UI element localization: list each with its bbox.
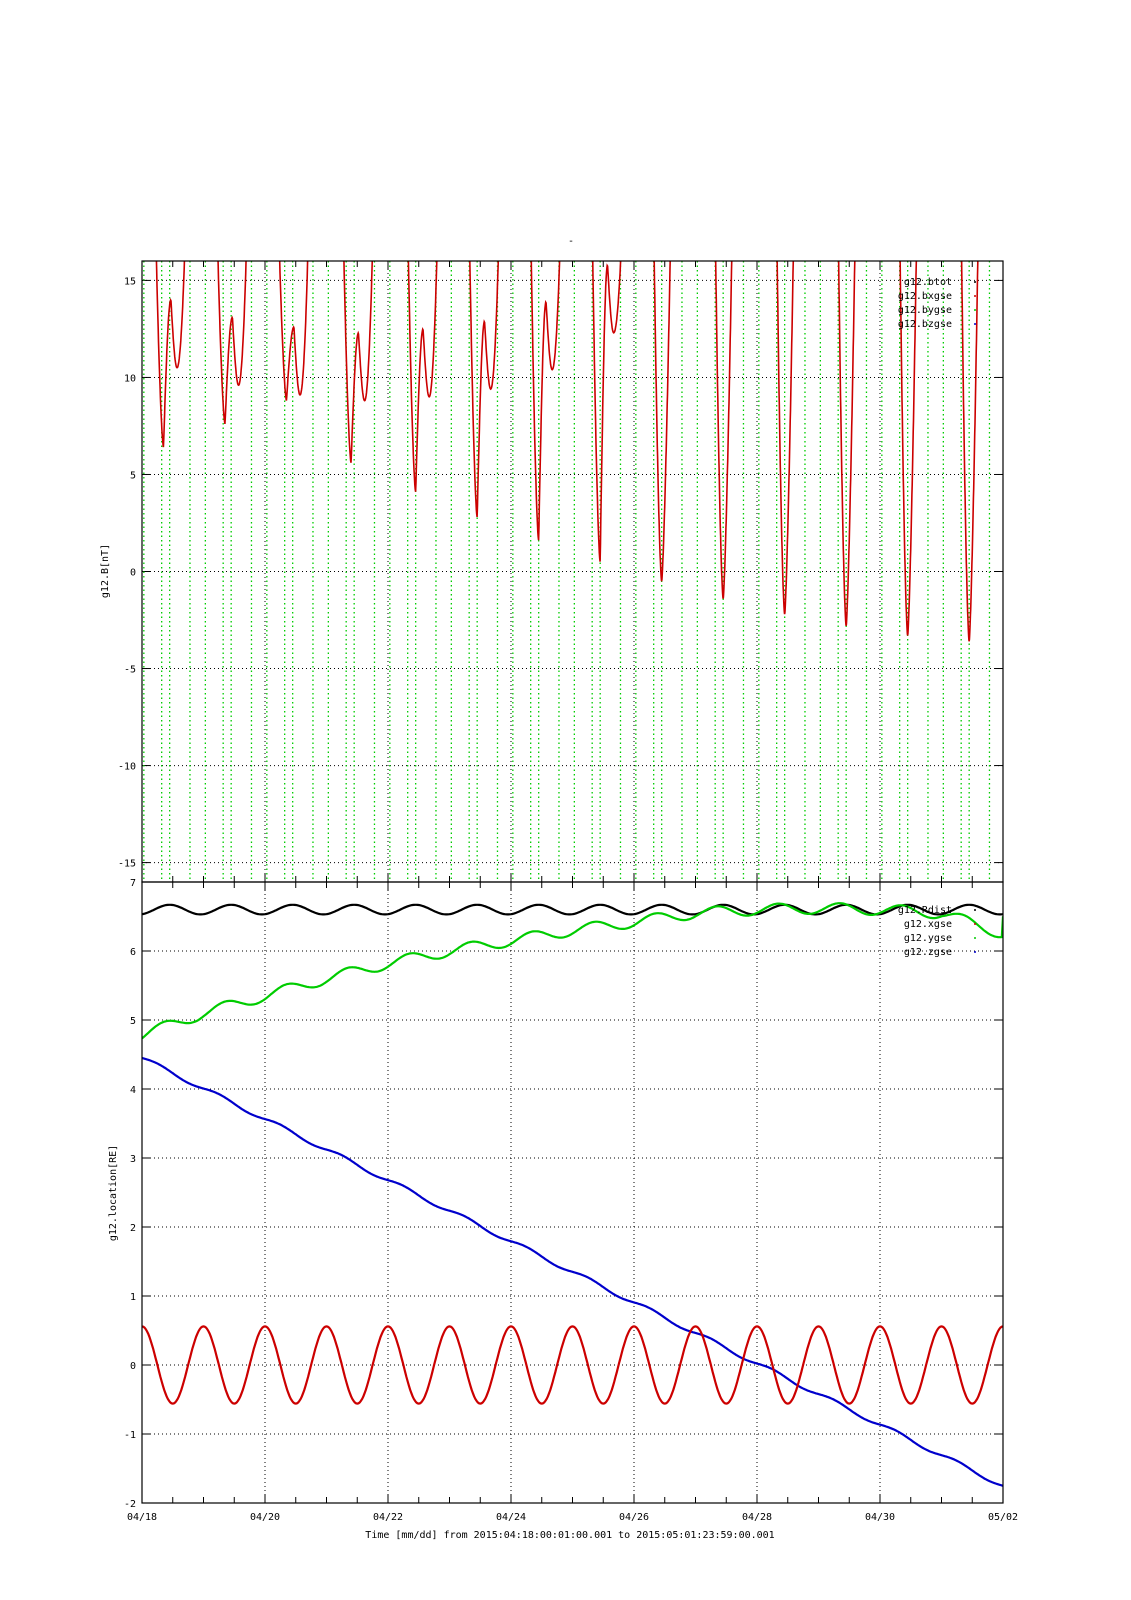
series-bxgse-segment (343, 261, 374, 463)
y-tick-label: -15 (118, 859, 136, 870)
time-axis-label: Time [mm/dd] from 2015:04:18:00:01:00.00… (365, 1530, 774, 1541)
series-bxgse-segment (960, 261, 979, 642)
series-rdist-line (142, 903, 1003, 916)
y-tick-label: 6 (130, 947, 136, 958)
legend-entry: g12.bxgse (898, 291, 952, 302)
legend-swatch (974, 951, 976, 953)
legend-swatch (974, 937, 976, 939)
location-panel: 7 6 5 4 3 2 1 0 -1 -2 g12.location[RE] g12.Rdist g12… (108, 878, 1018, 1523)
series-bxgse-segment (278, 261, 309, 401)
series-bxgse-segment (530, 261, 561, 541)
series-xgse-line (142, 1325, 1003, 1405)
x-tick-label: 04/20 (250, 1512, 280, 1523)
series-bxgse-segment (407, 261, 438, 492)
legend-swatch (974, 309, 976, 311)
x-tick-label: 04/30 (865, 1512, 895, 1523)
y-tick-label: 7 (130, 878, 136, 889)
series-zgse-line (142, 1056, 1003, 1487)
x-tick-label: 04/22 (373, 1512, 403, 1523)
y-tick-label: -5 (124, 665, 136, 676)
legend-swatch (974, 323, 976, 325)
legend-entry: g12.btot (904, 277, 952, 288)
plot-frame (141, 881, 1004, 1504)
y-tick-label: 10 (124, 373, 136, 384)
y-axis-label: g12.location[RE] (108, 1145, 119, 1241)
y-tick-label: 0 (130, 1361, 136, 1372)
legend-entry: g12.zgse (904, 947, 952, 958)
series-bxgse-segment (469, 261, 500, 518)
series-bxgse-segment (155, 261, 186, 448)
legend-swatch (974, 281, 976, 283)
legend-swatch (974, 923, 976, 925)
series-bxgse-segment (217, 261, 247, 425)
series-bxgse-segment (837, 261, 856, 626)
series-bxgse-segment (653, 261, 671, 582)
y-tick-label: -2 (124, 1499, 136, 1510)
y-tick-label: -1 (124, 1430, 136, 1441)
magnetic-field-panel: 15 10 5 0 -5 -10 -15 g12.B[nT] g12.btot g12.bxgse… (100, 260, 1004, 883)
y-tick-label: 3 (130, 1154, 136, 1165)
series-bxgse-segment (591, 261, 622, 562)
series-ygse-line (142, 902, 1003, 1040)
chart-title-mark: - (568, 236, 574, 247)
legend-entry: g12.xgse (904, 919, 952, 930)
y-tick-label: 1 (130, 1292, 136, 1303)
y-tick-label: -10 (118, 762, 136, 773)
legend-swatch (974, 295, 976, 297)
plot-frame (141, 260, 1004, 883)
legend-entry: g12.bzgse (898, 319, 952, 330)
legend-entry: g12.ygse (904, 933, 952, 944)
y-axis-label: g12.B[nT] (100, 544, 111, 598)
y-tick-label: 5 (130, 1016, 136, 1027)
series-bxgse-segment (714, 261, 733, 599)
series-bxgse-segment (776, 261, 795, 615)
legend-entry: g12.Rdist (898, 905, 952, 916)
x-tick-label: 05/02 (988, 1512, 1018, 1523)
legend-entry: g12.bygse (898, 305, 952, 316)
x-tick-label: 04/28 (742, 1512, 772, 1523)
y-tick-label: 0 (130, 568, 136, 579)
x-tick-label: 04/24 (496, 1512, 526, 1523)
y-tick-label: 4 (130, 1085, 136, 1096)
legend-swatch (974, 909, 976, 911)
y-tick-label: 2 (130, 1223, 136, 1234)
series-bxgse-segment (899, 261, 918, 636)
x-tick-label: 04/26 (619, 1512, 649, 1523)
y-tick-label: 5 (130, 470, 136, 481)
x-tick-label: 04/18 (127, 1512, 157, 1523)
y-tick-label: 15 (124, 276, 136, 287)
